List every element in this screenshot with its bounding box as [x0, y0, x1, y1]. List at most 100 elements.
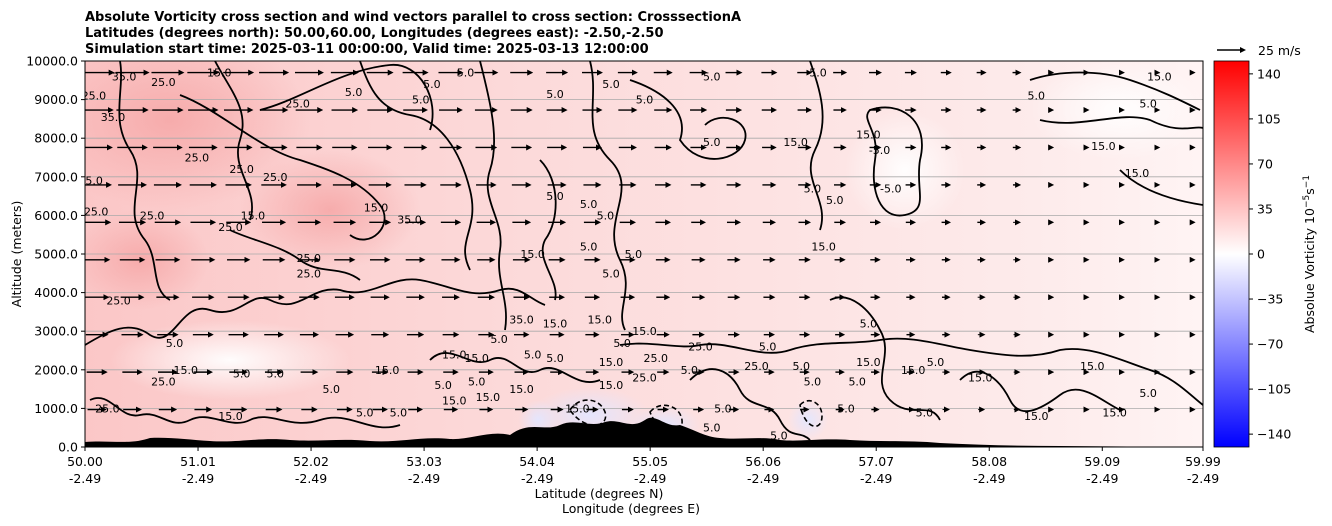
contour-line — [809, 61, 824, 231]
contour-label: 15.0 — [901, 364, 926, 377]
x-tick-label-longitude: -2.49 — [182, 471, 214, 486]
contour-label: 5.0 — [267, 368, 285, 381]
contour-label: 35.0 — [101, 111, 126, 124]
x-tick-label-latitude: 53.03 — [406, 454, 442, 469]
contour-lines-negative — [569, 399, 823, 433]
contour-labels: 25.0 15.0 35.0 25.0 35.0 25.0 25.0 25.0 25.0 25.0… — [85, 67, 1172, 443]
contour-label: 5.0 — [703, 422, 721, 435]
contour-line — [89, 397, 401, 429]
contour-label: 15.0 — [1091, 140, 1116, 153]
quiver-key-label: 25 m/s — [1258, 43, 1301, 58]
contour-label: 5.0 — [345, 86, 363, 99]
x-tick-label-latitude: 59.99 — [1185, 454, 1221, 469]
contour-label: 5.0 — [625, 248, 643, 261]
contour-label: 25.0 — [632, 372, 657, 385]
contour-line-negative — [799, 400, 823, 427]
terrain — [85, 417, 1203, 447]
contour-label: 25.0 — [185, 152, 210, 165]
contour-label: 15.0 — [218, 410, 243, 423]
y-tick-label: 7000.0 — [34, 169, 78, 184]
x-tick-label-longitude: -2.49 — [860, 471, 892, 486]
x-tick-label-latitude: 52.02 — [293, 454, 329, 469]
colorbar-tick-label: 140 — [1257, 66, 1281, 81]
contour-label: 5.0 — [546, 88, 564, 101]
x-tick-label-latitude: 59.09 — [1084, 454, 1120, 469]
y-tick-label: 5000.0 — [34, 247, 78, 262]
contour-label: 25.0 — [106, 294, 131, 307]
contour-label: 5.0 — [809, 67, 827, 80]
contour-label: 25.0 — [218, 221, 243, 234]
contour-label: 15.0 — [811, 240, 836, 253]
colorbar-tick-label: −105 — [1257, 382, 1291, 397]
contour-label: 5.0 — [356, 406, 374, 419]
x-axis: 50.00 -2.49 51.01 -2.49 52.02 -2.49 53.03 -2.49… — [67, 447, 1221, 486]
contour-label: 15.0 — [364, 202, 389, 215]
colorbar-tick-label: −70 — [1257, 337, 1283, 352]
x-tick-label-longitude: -2.49 — [69, 471, 101, 486]
x-axis-label-longitude: Longitude (degrees E) — [562, 501, 700, 516]
contour-line — [589, 61, 627, 331]
quiver-key: 25 m/s — [1217, 43, 1301, 58]
contour-label: 15.0 — [599, 379, 624, 392]
contour-label: 5.0 — [1028, 90, 1046, 103]
contour-line — [429, 352, 601, 383]
contour-line — [959, 370, 1121, 412]
contour-label: 5.0 — [714, 402, 732, 415]
contour-label: 25.0 — [297, 252, 322, 265]
contour-label: 25.0 — [151, 375, 176, 388]
contour-label: 15.0 — [442, 348, 467, 361]
y-tick-label: 3000.0 — [34, 324, 78, 339]
x-tick-label-longitude: -2.49 — [747, 471, 779, 486]
colorbar-tick-label: −35 — [1257, 292, 1283, 307]
wind-vectors — [85, 69, 1196, 413]
colorbar-label-exponent: −5 — [1302, 195, 1312, 208]
contour-label: 15.0 — [1102, 406, 1127, 419]
contour-label: -5.0 — [880, 182, 901, 195]
y-tick-label: 8000.0 — [34, 131, 78, 146]
colorbar-tick-label: 105 — [1257, 111, 1281, 126]
contour-label: 15.0 — [968, 372, 993, 385]
x-tick-label-latitude: 57.07 — [858, 454, 894, 469]
contour-label: 15.0 — [543, 317, 568, 330]
contour-line — [359, 61, 474, 271]
colorbar-label-unit: s — [1302, 188, 1317, 195]
contour-label: 5.0 — [580, 240, 598, 253]
chart-title-line-1: Absolute Vorticity cross section and win… — [85, 10, 741, 25]
contour-label: 5.0 — [927, 356, 945, 369]
contour-label: 25.0 — [229, 163, 254, 176]
contour-label: 5.0 — [390, 406, 408, 419]
x-tick-label-latitude: 51.01 — [180, 454, 216, 469]
contour-label: -5.0 — [869, 144, 890, 157]
contour-label: 5.0 — [1139, 97, 1157, 110]
contour-label: 35.0 — [397, 213, 422, 226]
contour-line — [179, 94, 386, 241]
contour-label: 5.0 — [703, 136, 721, 149]
vorticity-low-region — [1030, 61, 1203, 160]
contour-label: 25.0 — [140, 209, 165, 222]
colorbar-label: Absolue Vorticity 10−5s−1 — [1302, 175, 1317, 333]
contour-line — [629, 79, 747, 160]
x-tick-label-latitude: 56.06 — [745, 454, 781, 469]
contour-label: 15.0 — [1125, 167, 1150, 180]
contour-line — [539, 159, 557, 301]
x-tick-label-latitude: 55.05 — [632, 454, 668, 469]
contour-label: 15.0 — [856, 128, 881, 141]
contour-label: 15.0 — [856, 356, 881, 369]
contour-label: 5.0 — [468, 375, 486, 388]
contour-label: 5.0 — [423, 78, 441, 91]
contour-label: 15.0 — [464, 352, 489, 365]
contour-label: 25.0 — [263, 171, 288, 184]
contour-line — [689, 368, 811, 441]
contour-label: 5.0 — [860, 317, 878, 330]
contour-label: 5.0 — [597, 209, 615, 222]
y-tick-label: 9000.0 — [34, 92, 78, 107]
contour-label: 5.0 — [636, 94, 654, 107]
contour-label: 35.0 — [112, 70, 137, 83]
contour-label: 25.0 — [688, 341, 713, 354]
vorticity-max-region — [240, 150, 420, 270]
chart-title-line-3: Simulation start time: 2025-03-11 00:00:… — [85, 42, 649, 57]
x-tick-label-longitude: -2.49 — [295, 471, 327, 486]
contour-label: 5.0 — [546, 190, 564, 203]
contour-line — [214, 61, 253, 221]
